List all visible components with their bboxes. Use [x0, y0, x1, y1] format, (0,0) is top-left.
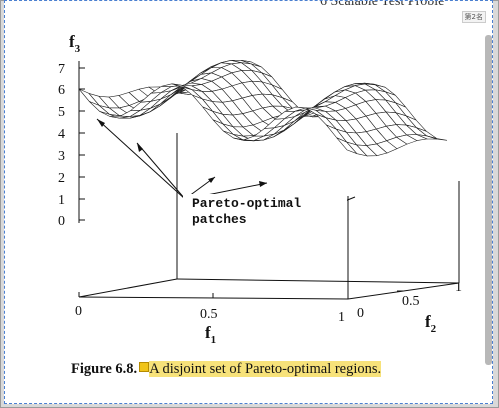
y-tick-label: 0 — [357, 306, 364, 321]
y-axis-label: f2 — [425, 312, 437, 335]
z-tick-label: 1 — [58, 193, 65, 208]
x-tick-label: 0.5 — [200, 307, 218, 322]
x-axis-label: f1 — [205, 323, 216, 346]
note-annotation-icon[interactable] — [139, 362, 150, 374]
figure-caption: Figure 6.8. A disjoint set of Pareto-opti… — [71, 361, 382, 378]
vertical-scrollbar[interactable] — [485, 35, 492, 365]
x-tick-marks — [78, 292, 349, 299]
running-header: 6 Scalable Test Proble — [320, 0, 445, 9]
z-tick-label: 7 — [58, 62, 65, 77]
z-tick-label: 4 — [58, 127, 65, 142]
surface-cell — [426, 135, 448, 141]
document-page: 6 Scalable Test Proble 第2名 7 6 5 4 3 2 1… — [4, 0, 493, 404]
annotation-line-2: patches — [192, 212, 247, 227]
annotation-backdrop — [183, 194, 347, 228]
annotation-arrowheads — [97, 119, 267, 187]
pareto-surface-mesh — [78, 59, 448, 157]
caption-figure-number: Figure 6.8. — [71, 361, 138, 377]
x-tick-label: 1 — [338, 310, 345, 325]
z-tick-label: 6 — [58, 83, 65, 98]
y-tick-label: 1 — [455, 280, 462, 295]
z-tick-label: 5 — [58, 105, 65, 120]
y-tick-label: 0.5 — [402, 294, 420, 309]
z-tick-label: 2 — [58, 171, 65, 186]
z-axis-label: f3 — [69, 32, 81, 55]
caption-highlighted-text[interactable]: A disjoint set of Pareto-optimal regions… — [149, 361, 382, 377]
z-tick-label: 3 — [58, 149, 65, 164]
x-tick-label: 0 — [75, 304, 82, 319]
annotation-line-1: Pareto-optimal — [192, 196, 301, 211]
page-tag: 第2名 — [461, 11, 486, 23]
figure-3d-plot: 7 6 5 4 3 2 1 0 f3 0 0.5 1 f1 — [58, 32, 462, 346]
y-tick-marks — [397, 282, 459, 292]
z-tick-marks — [79, 67, 85, 221]
z-tick-label: 0 — [58, 214, 65, 229]
